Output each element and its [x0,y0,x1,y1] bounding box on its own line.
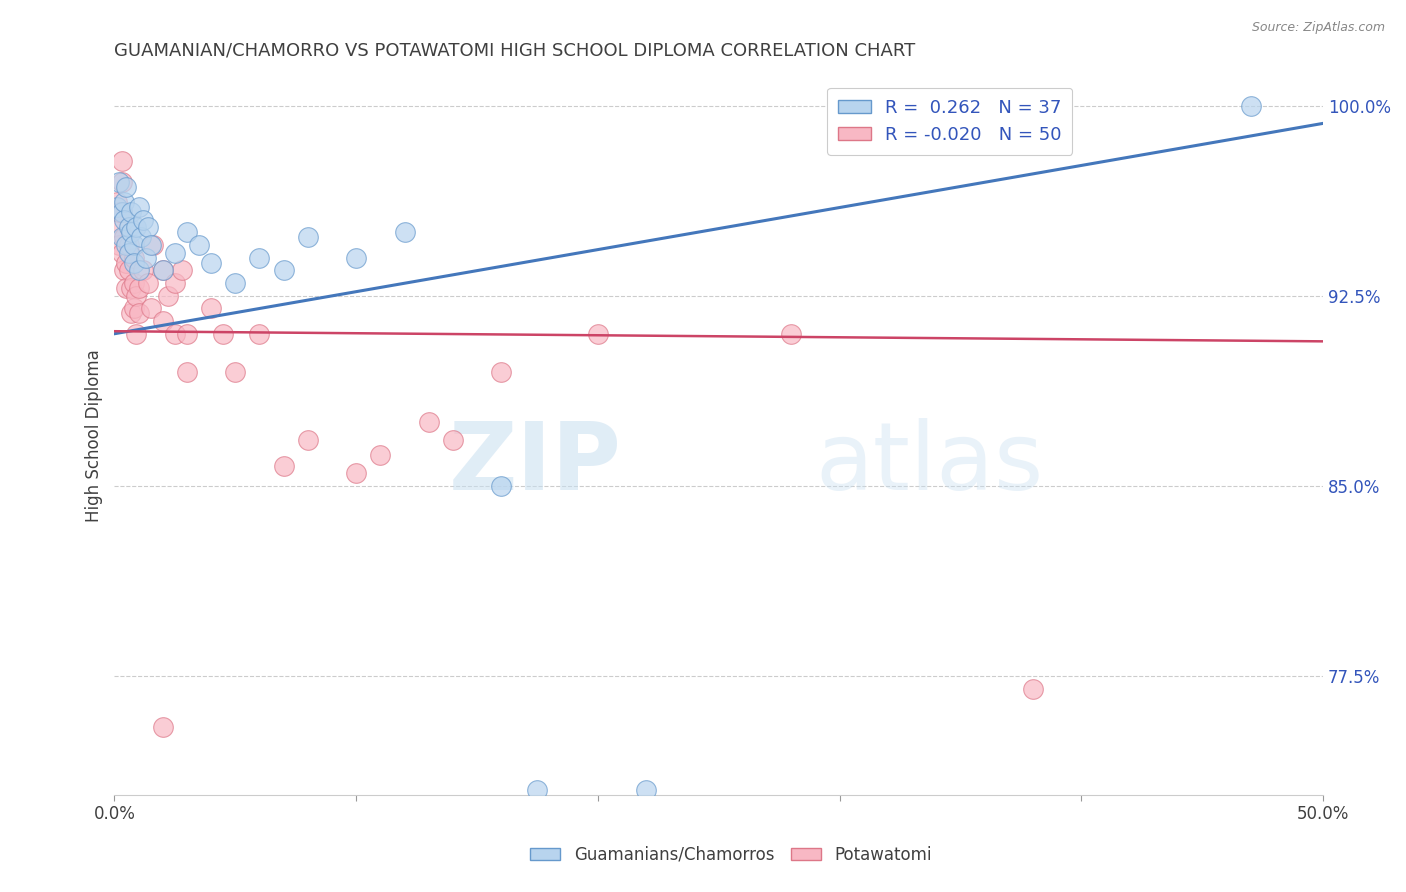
Point [163,326,186,341]
Point [152,314,174,328]
Point [489,365,512,379]
Point [122,251,145,265]
Point [163,276,186,290]
Point [394,225,416,239]
Legend: Guamanians/Chamorros, Potawatomi: Guamanians/Chamorros, Potawatomi [524,839,938,871]
Point [105,200,128,214]
Point [111,245,134,260]
Point [176,326,198,341]
Y-axis label: High School Diploma: High School Diploma [86,349,103,522]
Text: Source: ZipAtlas.com: Source: ZipAtlas.com [1251,21,1385,34]
Point [120,225,142,239]
Point [115,256,138,270]
Point [273,263,295,277]
Point [370,449,392,463]
Point [163,245,186,260]
Point [200,256,222,270]
Point [118,245,141,260]
Point [156,289,179,303]
Point [212,326,235,341]
Point [118,220,141,235]
Point [344,251,367,265]
Point [105,194,128,209]
Point [273,458,295,473]
Point [176,365,198,379]
Point [108,238,131,252]
Point [418,416,440,430]
Point [115,281,138,295]
Text: GUAMANIAN/CHAMORRO VS POTAWATOMI HIGH SCHOOL DIPLOMA CORRELATION CHART: GUAMANIAN/CHAMORRO VS POTAWATOMI HIGH SC… [114,42,915,60]
Point [122,301,145,316]
Point [224,365,246,379]
Point [125,289,148,303]
Point [112,230,135,244]
Point [344,466,367,480]
Point [120,281,142,295]
Point [111,175,134,189]
Point [111,205,134,219]
Point [152,263,174,277]
Point [636,783,658,797]
Point [111,205,134,219]
Point [249,251,271,265]
Point [172,263,194,277]
Point [224,276,246,290]
Point [128,200,150,214]
Point [115,238,138,252]
Point [129,230,152,244]
Point [142,238,165,252]
Point [441,434,464,448]
Point [200,301,222,316]
Point [108,205,131,219]
Point [176,225,198,239]
Point [128,306,150,320]
Point [120,205,142,219]
Point [1239,98,1261,112]
Point [780,326,803,341]
Text: ZIP: ZIP [449,418,621,510]
Point [128,281,150,295]
Point [297,434,319,448]
Point [132,263,155,277]
Point [125,220,148,235]
Point [249,326,271,341]
Point [125,326,148,341]
Point [136,276,159,290]
Point [118,238,141,252]
Point [136,220,159,235]
Point [139,301,162,316]
Point [122,276,145,290]
Point [122,256,145,270]
Point [526,783,548,797]
Legend: R =  0.262   N = 37, R = -0.020   N = 50: R = 0.262 N = 37, R = -0.020 N = 50 [827,87,1073,154]
Point [152,263,174,277]
Point [105,220,128,235]
Point [112,263,135,277]
Point [112,212,135,227]
Point [135,251,157,265]
Point [111,230,134,244]
Point [108,175,131,189]
Point [297,230,319,244]
Point [118,263,141,277]
Point [122,238,145,252]
Point [132,212,155,227]
Point [1022,681,1045,696]
Point [152,720,174,734]
Text: atlas: atlas [815,418,1043,510]
Point [111,154,134,169]
Point [139,238,162,252]
Point [128,263,150,277]
Point [115,179,138,194]
Point [120,306,142,320]
Point [489,479,512,493]
Point [112,194,135,209]
Point [188,238,211,252]
Point [586,326,609,341]
